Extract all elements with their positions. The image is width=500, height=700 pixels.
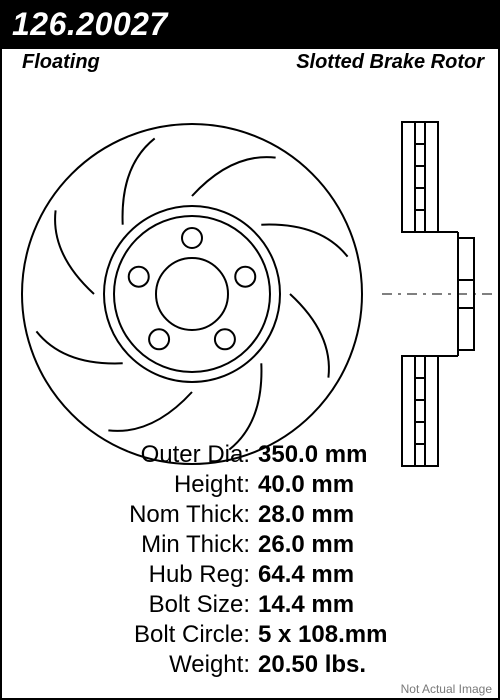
spec-label: Nom Thick:: [26, 500, 258, 530]
spec-value: 40.0 mm: [258, 470, 482, 500]
spec-value: 5 x 108.mm: [258, 620, 482, 650]
part-number: 126.20027: [12, 6, 168, 42]
spec-row: Bolt Circle:5 x 108.mm: [26, 620, 474, 650]
sub-header: Floating Slotted Brake Rotor: [2, 49, 498, 74]
spec-label: Bolt Size:: [26, 590, 258, 620]
spec-label: Hub Reg:: [26, 560, 258, 590]
floating-label: Floating: [22, 51, 100, 74]
spec-value: 14.4 mm: [258, 590, 482, 620]
spec-value: 26.0 mm: [258, 530, 482, 560]
spec-row: Hub Reg:64.4 mm: [26, 560, 474, 590]
part-number-header: 126.20027: [2, 2, 498, 49]
spec-label: Outer Dia:: [26, 440, 258, 470]
spec-value: 64.4 mm: [258, 560, 482, 590]
rotor-diagram: [2, 74, 498, 444]
spec-label: Min Thick:: [26, 530, 258, 560]
spec-row: Min Thick:26.0 mm: [26, 530, 474, 560]
spec-label: Height:: [26, 470, 258, 500]
spec-value: 28.0 mm: [258, 500, 482, 530]
rotor-drawing-svg: [2, 74, 498, 474]
spec-label: Weight:: [26, 650, 258, 680]
product-type-label: Slotted Brake Rotor: [296, 51, 484, 74]
spec-row: Nom Thick:28.0 mm: [26, 500, 474, 530]
spec-value: 350.0 mm: [258, 440, 482, 470]
spec-row: Weight:20.50 lbs.: [26, 650, 474, 680]
spec-row: Height:40.0 mm: [26, 470, 474, 500]
product-spec-page: 126.20027 Floating Slotted Brake Rotor O…: [0, 0, 500, 700]
spec-row: Bolt Size:14.4 mm: [26, 590, 474, 620]
watermark-text: Not Actual Image: [401, 682, 492, 696]
spec-value: 20.50 lbs.: [258, 650, 482, 680]
spec-label: Bolt Circle:: [26, 620, 258, 650]
spec-table: Outer Dia:350.0 mmHeight:40.0 mmNom Thic…: [2, 440, 498, 680]
spec-row: Outer Dia:350.0 mm: [26, 440, 474, 470]
